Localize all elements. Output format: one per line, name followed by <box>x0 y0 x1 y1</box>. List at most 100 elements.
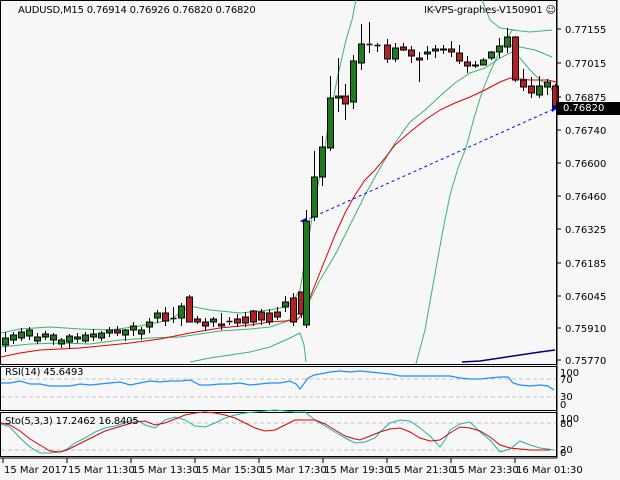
price-tick-label: 0.76740 <box>565 126 606 137</box>
candle <box>162 307 169 326</box>
candle <box>520 69 527 91</box>
candle <box>528 77 535 98</box>
time-tick-label: 16 Mar 01:30 <box>516 465 583 476</box>
candle <box>358 24 365 70</box>
trend-line[interactable] <box>303 107 557 222</box>
candle <box>274 307 281 320</box>
candle <box>536 76 543 98</box>
candles-group <box>2 22 559 352</box>
candle <box>82 332 89 343</box>
candle <box>66 334 73 349</box>
candle <box>186 295 193 323</box>
rsi-level-30: 30 <box>560 392 573 403</box>
candle <box>258 309 265 325</box>
sto-label: Sto(5,3,3) 17.2462 16.8405 <box>5 416 139 427</box>
candle <box>146 318 153 333</box>
candle <box>448 41 455 57</box>
candle <box>50 333 57 345</box>
current-price-tag: 0.76820 <box>556 102 620 115</box>
candle <box>122 329 129 341</box>
price-tick-label: 0.75770 <box>565 356 606 367</box>
time-tick-label: 15 Mar 19:30 <box>324 465 391 476</box>
smiley-icon: ☺ <box>545 5 556 16</box>
candle <box>366 22 373 53</box>
candle <box>440 45 447 54</box>
candle <box>552 84 559 108</box>
price-tick-label: 0.76600 <box>565 159 606 170</box>
brand-label: IK-VPS-graphes-V150901 ☺ <box>424 5 556 16</box>
sto-main-line <box>0 409 555 454</box>
candle <box>242 312 249 327</box>
sto-level-0: 0 <box>560 448 566 459</box>
rsi-level-100: 100 <box>560 368 579 379</box>
price-tick-label: 0.76325 <box>565 225 606 236</box>
candle <box>26 327 33 340</box>
candle <box>480 58 487 66</box>
time-tick-label: 15 Mar 21:30 <box>388 465 455 476</box>
candle <box>282 296 289 312</box>
candle <box>138 327 145 340</box>
candle <box>374 43 381 52</box>
sto-signal-line <box>0 411 550 453</box>
candle <box>392 43 399 62</box>
candle <box>327 76 334 151</box>
candle <box>408 46 415 63</box>
brand-text: IK-VPS-graphes-V150901 <box>424 5 543 16</box>
ma-red-line <box>0 77 557 358</box>
candle <box>496 38 503 58</box>
price-tick-label: 0.76460 <box>565 192 606 203</box>
time-tick-label: 15 Mar 13:30 <box>132 465 199 476</box>
candle <box>342 84 349 120</box>
candle <box>464 56 471 73</box>
sto-level-100: 100 <box>560 414 579 425</box>
candle <box>226 317 233 325</box>
candle <box>472 61 479 68</box>
main-panel[interactable] <box>0 0 557 365</box>
candle <box>319 136 326 186</box>
candle <box>2 332 9 352</box>
time-tick-label: 15 Mar 11:30 <box>68 465 135 476</box>
candle <box>178 303 185 326</box>
candle <box>170 307 177 323</box>
candle <box>234 314 241 327</box>
price-tick-label: 0.76185 <box>565 259 606 270</box>
candle <box>416 52 423 82</box>
rsi-label: RSI(14) 45.6493 <box>5 367 84 378</box>
candle <box>350 55 357 109</box>
candle <box>384 39 391 63</box>
price-tick-label: 0.75910 <box>565 324 606 335</box>
candle <box>18 328 25 341</box>
candle <box>194 316 201 324</box>
candle <box>290 293 297 326</box>
candle <box>400 43 407 51</box>
price-tick-label: 0.77015 <box>565 59 606 70</box>
chart-title: AUDUSD,M15 0.76914 0.76926 0.76820 0.768… <box>18 5 256 16</box>
sto-level-20: 20 <box>560 445 573 456</box>
candle <box>266 309 273 325</box>
ma-navy-line <box>461 349 556 363</box>
price-axis[interactable]: 0.77155 0.77015 0.76875 0.76740 0.76600 0.764… <box>557 25 606 367</box>
sto-level-80: 80 <box>560 419 573 430</box>
candle <box>424 46 431 60</box>
time-tick-label: 15 Mar 2017 <box>4 465 67 476</box>
rsi-line <box>1 370 555 391</box>
rsi-level-70: 70 <box>560 375 573 386</box>
candle <box>202 318 209 331</box>
price-tick-label: 0.77155 <box>565 25 606 36</box>
candle <box>303 210 310 328</box>
candle <box>42 331 49 340</box>
candle <box>10 332 17 344</box>
candle <box>130 322 137 336</box>
candle <box>218 313 225 330</box>
candle <box>154 310 161 323</box>
candle <box>512 36 519 82</box>
price-tick-label: 0.76875 <box>565 93 606 104</box>
candle <box>456 45 463 64</box>
candle <box>58 338 65 348</box>
sto-panel[interactable] <box>0 412 557 457</box>
time-tick-label: 15 Mar 15:30 <box>196 465 263 476</box>
candle <box>74 333 81 343</box>
rsi-panel[interactable] <box>0 366 557 411</box>
